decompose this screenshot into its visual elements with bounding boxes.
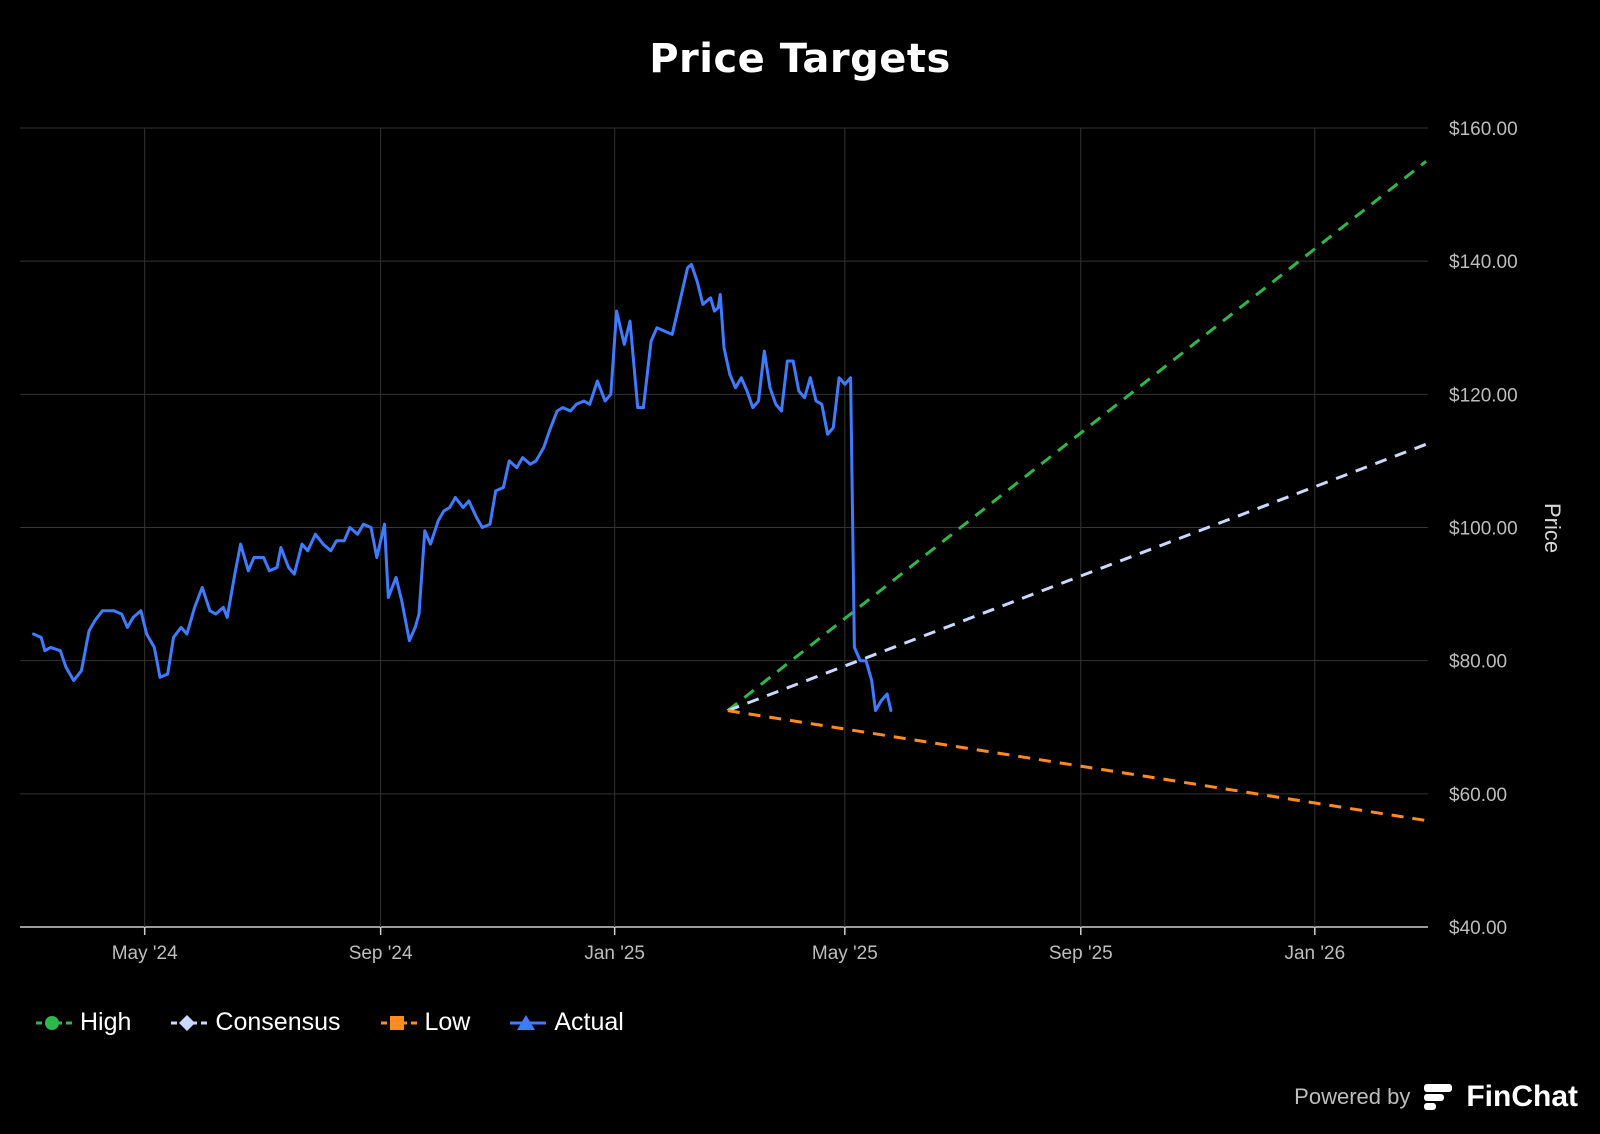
y-tick-label: $80.00 [1449,652,1507,673]
legend-item-low[interactable]: Low [380,1008,471,1037]
y-axis-ticks: $40.00 $60.00 $80.00 $100.00 $120.00 $140.00 $… [1449,119,1518,939]
series-line-high[interactable] [726,160,1428,712]
legend-item-actual[interactable]: Actual [510,1008,624,1037]
legend-label-high: High [80,1008,132,1036]
legend-low-square-icon [380,1015,417,1030]
chart-legend: High Consensus Low Actual [36,1008,624,1037]
x-axis-ticks: May '24 Sep '24 Jan '25 May '25 Sep '25 Jan '… [112,943,1345,964]
legend-high-circle-icon [36,1015,72,1030]
legend-actual-triangle-icon [510,1014,547,1030]
y-tick-label: $100.00 [1449,519,1518,540]
y-tick-label: $160.00 [1449,119,1518,140]
y-axis-label: Price [1540,503,1565,553]
legend-consensus-diamond-icon [171,1014,208,1031]
legend-label-actual: Actual [554,1008,624,1036]
powered-by-text: Powered by [1294,1084,1411,1109]
series-line-low[interactable] [727,709,1427,822]
legend-label-consensus: Consensus [215,1008,341,1036]
series-line-consensus[interactable] [727,442,1427,713]
grid-lines [20,127,1428,935]
x-tick-label: Sep '24 [349,943,413,964]
y-tick-label: $140.00 [1449,252,1518,273]
x-tick-label: Sep '25 [1049,943,1113,964]
legend-label-low: Low [424,1008,471,1036]
finchat-logo-icon [1424,1084,1453,1110]
brand-name: FinChat [1466,1080,1578,1113]
y-tick-label: $120.00 [1449,385,1518,406]
x-tick-label: Jan '25 [584,943,645,964]
x-tick-label: May '25 [812,943,878,964]
x-tick-label: May '24 [112,943,178,964]
legend-item-high[interactable]: High [36,1008,131,1037]
chart-title: Price Targets [649,36,951,82]
legend-item-consensus[interactable]: Consensus [171,1008,341,1037]
y-tick-label: $60.00 [1449,785,1507,806]
series-layer [31,160,1428,822]
y-tick-label: $40.00 [1449,918,1507,939]
x-tick-label: Jan '26 [1284,943,1345,964]
branding: Powered by FinChat [1294,1080,1578,1114]
series-line-actual[interactable] [31,263,893,713]
